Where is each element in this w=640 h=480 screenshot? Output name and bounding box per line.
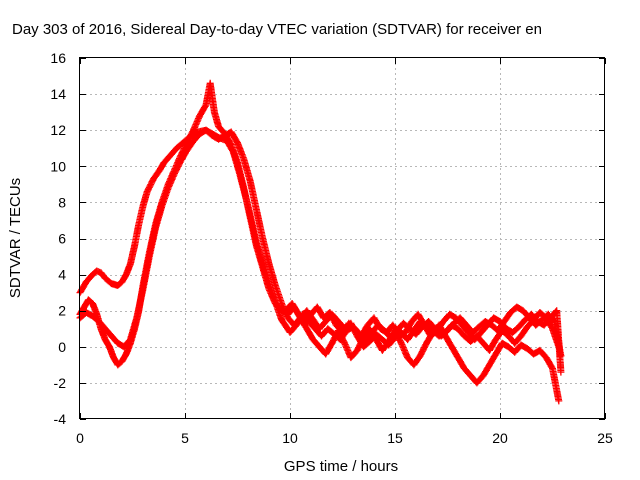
- x-tick-label: 10: [282, 430, 298, 446]
- x-axis-label: GPS time / hours: [284, 458, 398, 475]
- y-tick-label: 4: [58, 267, 66, 283]
- series-trace-4: [282, 300, 565, 376]
- series-markers: [76, 79, 563, 405]
- x-tick-label: 25: [597, 430, 613, 446]
- chart-title: Day 303 of 2016, Sidereal Day-to-day VTE…: [12, 21, 542, 38]
- x-tick-labels: 0 5 10 15 20 25: [76, 430, 613, 446]
- y-axis-label: SDTVAR / TECUs: [7, 178, 24, 298]
- y-tick-label: 14: [50, 86, 66, 102]
- series-trace-2: [76, 79, 563, 405]
- axis-ticks: [80, 58, 606, 420]
- y-tick-label: 16: [50, 50, 66, 66]
- y-tick-label: 10: [50, 158, 66, 174]
- y-tick-label: 2: [58, 303, 66, 319]
- y-tick-label: 8: [58, 194, 66, 210]
- y-tick-label: 12: [50, 122, 66, 138]
- y-tick-label: -4: [54, 411, 67, 427]
- plot-frame: [79, 57, 605, 419]
- y-tick-labels: -4 -2 0 2 4 6 8 10 12 14 16: [50, 50, 66, 427]
- x-tick-label: 15: [387, 430, 403, 446]
- y-tick-label: 0: [58, 339, 66, 355]
- data-points: [76, 79, 565, 405]
- x-tick-label: 20: [492, 430, 508, 446]
- y-tick-label: -2: [54, 375, 67, 391]
- x-tick-label: 5: [181, 430, 189, 446]
- gridlines: [80, 58, 605, 419]
- y-tick-label: 6: [58, 231, 66, 247]
- x-tick-label: 0: [76, 430, 84, 446]
